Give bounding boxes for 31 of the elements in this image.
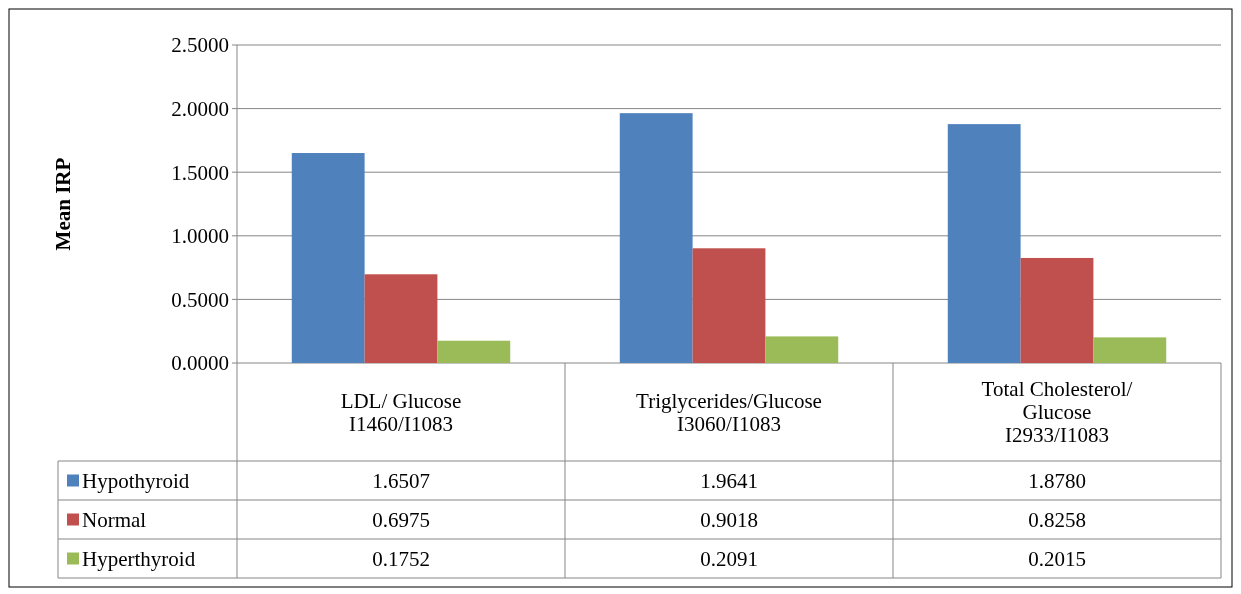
data-label: 0.1752 [372,546,430,571]
x-tick-label: LDL/ Glucose I1460/I1083 [340,388,462,436]
data-label: 0.2091 [700,546,758,571]
x-tick-label: Triglycerides/Glucose I3060/I1083 [636,388,822,436]
data-label: 0.2015 [1028,546,1086,571]
data-label: 0.8258 [1028,507,1086,532]
data-label: 0.6975 [372,507,430,532]
data-label: 0.9018 [700,507,758,532]
bar [619,113,693,363]
bar [1093,337,1167,363]
bar [291,153,365,363]
legend-label: Hypothyroid [82,468,190,493]
bar [692,248,766,363]
y-tick-label: 1.0000 [171,224,229,249]
y-tick-label: 2.5000 [171,33,229,58]
legend-label: Normal [82,507,147,532]
bar [947,124,1021,363]
x-tick-label: Total Cholesterol/ Glucose I2933/I1083 [981,377,1133,448]
data-label: 1.8780 [1028,468,1086,493]
data-label: 1.6507 [372,468,430,493]
y-tick-label: 1.5000 [171,160,229,185]
y-tick-label: 0.0000 [171,351,229,376]
bar [765,336,839,363]
data-label: 1.9641 [700,468,758,493]
legend-label: Hyperthyroid [82,546,196,571]
bar [1020,257,1094,363]
bar [364,274,438,363]
y-tick-label: 2.0000 [171,96,229,121]
y-axis-title: Mean IRP [51,157,75,251]
y-tick-label: 0.5000 [171,287,229,312]
bar [437,340,511,363]
